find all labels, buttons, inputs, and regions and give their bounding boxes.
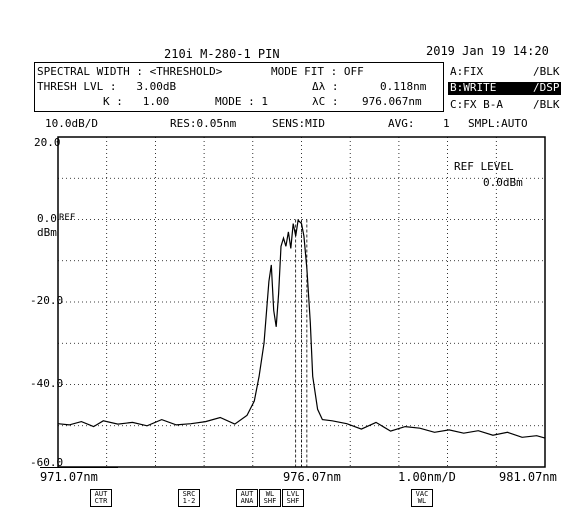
datetime: 2019 Jan 19 14:20 [426,44,549,58]
delta-lambda-value: 0.118nm [380,80,427,93]
y-tick-minus60: -60.0 [30,456,64,469]
level-scale: 10.0dB/D [45,117,98,130]
y-tick-minus20: -20.0 [30,294,64,307]
trace-c-status: /BLK [533,98,560,111]
softkey-wl-shift[interactable]: WL SHF [259,489,281,507]
y-tick-0: 0.0 [37,212,57,225]
trace-b[interactable]: B:WRITE [450,81,497,94]
center-wavelength-label: λC : [312,95,339,108]
mode-fit: MODE FIT : OFF [271,65,364,78]
trace-a-status: /BLK [533,65,560,78]
average-value: 1 [443,117,450,130]
softkey-source[interactable]: SRC 1-2 [178,489,200,507]
trace-b-highlight[interactable] [448,82,561,95]
trace-a[interactable]: A:FIX [450,65,484,78]
y-tick-20: 20.0 [34,136,61,149]
center-wavelength-value: 976.067nm [362,95,422,108]
k-factor: K : 1.00 [103,95,170,108]
plot-frame [57,136,546,468]
x-span: 1.00nm/D [398,470,456,484]
delta-lambda-label: Δλ : [312,80,339,93]
threshold-level: THRESH LVL : 3.00dB [37,80,177,93]
x-center: 976.07nm [283,470,341,484]
mode-count: MODE : 1 [215,95,268,108]
softkey-vacuum-wl[interactable]: VAC WL [411,489,433,507]
softkey-auto-center[interactable]: AUT CTR [90,489,112,507]
y-tick-minus40: -40.0 [30,377,64,390]
spectrum-trace [57,219,546,439]
x-start-underline [40,467,118,468]
softkey-level-shift[interactable]: LVL SHF [282,489,304,507]
measurement-title: 210i M-280-1 PIN [164,47,280,61]
analysis-panel [34,62,444,112]
x-start: 971.07nm [40,470,98,484]
ref-level-label: REF LEVEL [454,160,514,173]
sampling: SMPL:AUTO [468,117,528,130]
trace-b-status: /DSP [533,81,560,94]
x-stop: 981.07nm [499,470,557,484]
average-label: AVG: [388,117,415,130]
analysis-mode: SPECTRAL WIDTH : <THRESHOLD> [37,65,223,78]
ref-level-value: 0.0dBm [483,176,523,189]
resolution: RES:0.05nm [170,117,237,130]
softkey-auto-analysis[interactable]: AUT ANA [236,489,258,507]
y-unit: dBm [37,226,57,239]
sensitivity: SENS:MID [272,117,325,130]
ref-marker: REF [59,213,76,223]
trace-c[interactable]: C:FX B-A [450,98,503,111]
